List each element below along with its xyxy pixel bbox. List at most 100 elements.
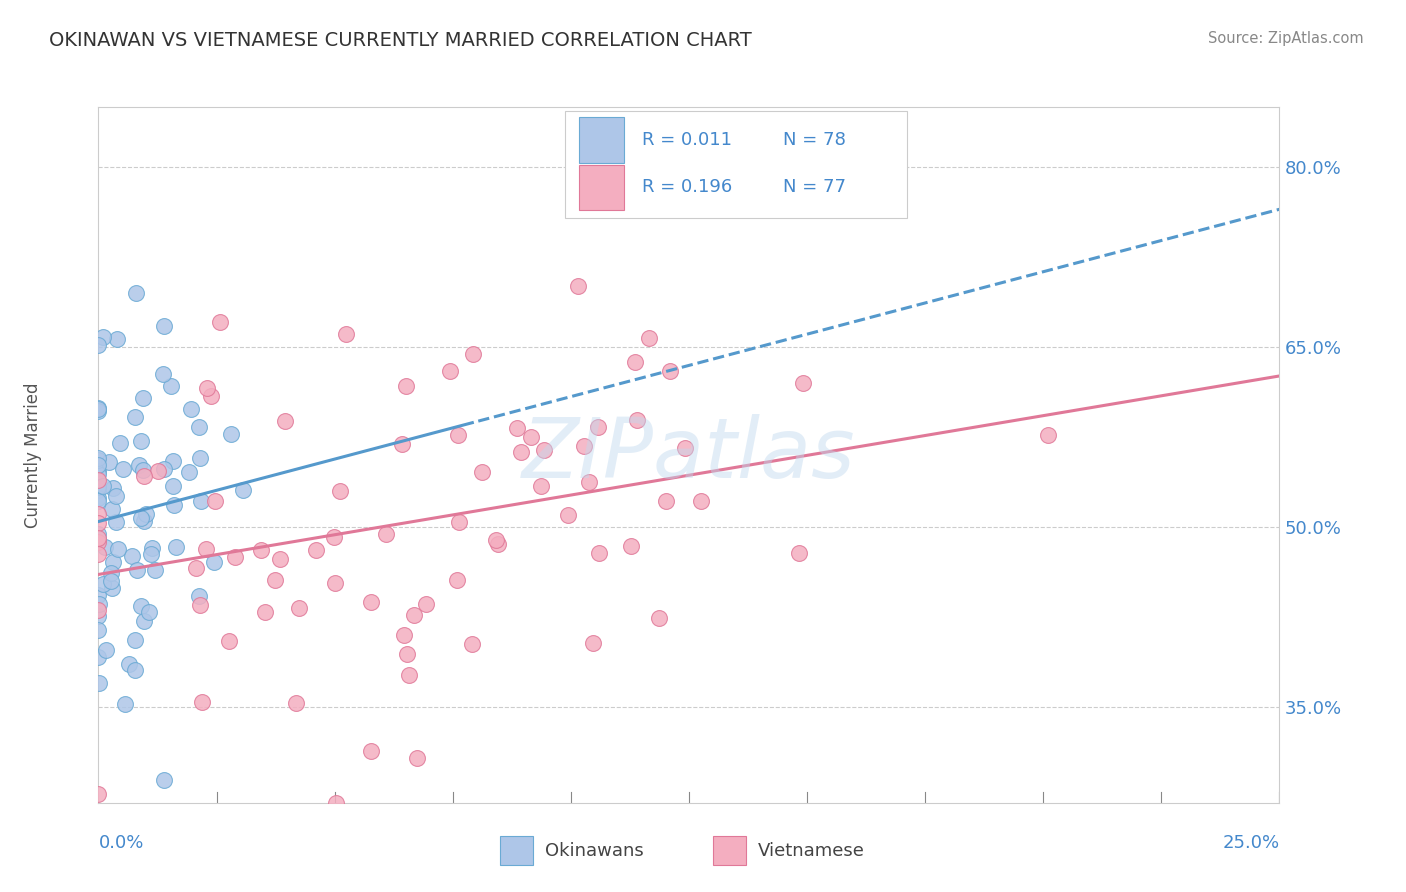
Point bbox=[439, 364, 461, 378]
Point bbox=[190, 696, 212, 710]
FancyBboxPatch shape bbox=[579, 165, 624, 210]
Point bbox=[395, 379, 418, 393]
Point bbox=[110, 436, 132, 450]
Point bbox=[118, 657, 141, 672]
Point bbox=[263, 573, 285, 587]
Point bbox=[557, 508, 579, 523]
Point bbox=[446, 573, 468, 587]
Point bbox=[162, 479, 184, 493]
Point bbox=[195, 380, 218, 394]
Text: OKINAWAN VS VIETNAMESE CURRENTLY MARRIED CORRELATION CHART: OKINAWAN VS VIETNAMESE CURRENTLY MARRIED… bbox=[49, 31, 752, 50]
FancyBboxPatch shape bbox=[713, 836, 745, 865]
Point bbox=[132, 614, 155, 628]
FancyBboxPatch shape bbox=[579, 118, 624, 162]
Point bbox=[447, 428, 470, 442]
Point bbox=[100, 566, 122, 580]
Point bbox=[124, 633, 146, 648]
Point bbox=[101, 481, 124, 495]
Point bbox=[519, 430, 541, 444]
Point bbox=[87, 624, 110, 638]
Point bbox=[160, 378, 183, 392]
Point bbox=[1036, 428, 1059, 442]
Text: 0.0%: 0.0% bbox=[98, 834, 143, 852]
Point bbox=[87, 474, 110, 488]
Point bbox=[567, 279, 589, 293]
Point bbox=[188, 589, 211, 603]
Point bbox=[204, 494, 226, 508]
Point bbox=[107, 541, 129, 556]
Point bbox=[91, 330, 114, 344]
Point bbox=[105, 332, 128, 346]
Text: ZIPatlas: ZIPatlas bbox=[522, 415, 856, 495]
Point bbox=[405, 751, 427, 765]
Point bbox=[335, 326, 357, 341]
Point bbox=[87, 609, 110, 624]
Point bbox=[637, 331, 659, 345]
Point bbox=[87, 464, 110, 478]
Point bbox=[194, 542, 217, 557]
Point bbox=[87, 788, 110, 802]
Point bbox=[415, 597, 437, 611]
Point bbox=[97, 455, 120, 469]
Point bbox=[141, 541, 163, 555]
Point bbox=[101, 555, 124, 569]
Point bbox=[190, 493, 212, 508]
Text: Okinawans: Okinawans bbox=[546, 842, 644, 860]
Point bbox=[269, 552, 291, 566]
Point bbox=[153, 319, 176, 334]
Point bbox=[395, 647, 418, 661]
Point bbox=[143, 563, 166, 577]
Point bbox=[404, 607, 426, 622]
Point bbox=[87, 533, 110, 547]
Point bbox=[787, 545, 810, 559]
Point bbox=[139, 547, 162, 561]
Point bbox=[274, 414, 297, 428]
Point bbox=[153, 462, 176, 476]
Point bbox=[374, 527, 396, 541]
Point bbox=[134, 469, 156, 483]
Point bbox=[285, 696, 308, 710]
Point bbox=[391, 437, 413, 451]
Text: R = 0.196: R = 0.196 bbox=[641, 178, 733, 196]
Point bbox=[360, 744, 382, 758]
Point bbox=[218, 633, 240, 648]
Point bbox=[624, 354, 647, 368]
Point bbox=[360, 595, 382, 609]
Point bbox=[180, 402, 202, 417]
Point bbox=[188, 420, 211, 434]
Point bbox=[471, 466, 494, 480]
Point bbox=[288, 601, 311, 615]
Point bbox=[323, 576, 346, 591]
Point bbox=[582, 636, 605, 650]
Point bbox=[304, 543, 326, 558]
Point bbox=[87, 534, 110, 549]
FancyBboxPatch shape bbox=[501, 836, 533, 865]
Point bbox=[112, 462, 135, 476]
Point bbox=[104, 515, 127, 529]
Point bbox=[87, 508, 110, 522]
Point bbox=[162, 454, 184, 468]
Point bbox=[128, 458, 150, 472]
Point bbox=[200, 389, 222, 403]
Text: Source: ZipAtlas.com: Source: ZipAtlas.com bbox=[1208, 31, 1364, 46]
Point bbox=[485, 533, 508, 548]
Point bbox=[87, 588, 110, 602]
Point bbox=[89, 597, 111, 611]
Text: N = 78: N = 78 bbox=[783, 131, 846, 149]
Point bbox=[132, 391, 155, 405]
Point bbox=[101, 502, 124, 516]
Point bbox=[153, 772, 176, 787]
Point bbox=[647, 611, 669, 625]
Point bbox=[87, 452, 110, 467]
Point bbox=[87, 480, 110, 494]
Point bbox=[533, 443, 555, 458]
Point bbox=[166, 540, 188, 554]
Point bbox=[129, 510, 152, 524]
Point bbox=[461, 347, 484, 361]
Point bbox=[87, 649, 110, 664]
Point bbox=[325, 796, 347, 810]
Point bbox=[655, 494, 678, 508]
Point bbox=[87, 527, 110, 541]
Point bbox=[87, 450, 110, 465]
Point bbox=[620, 539, 643, 553]
